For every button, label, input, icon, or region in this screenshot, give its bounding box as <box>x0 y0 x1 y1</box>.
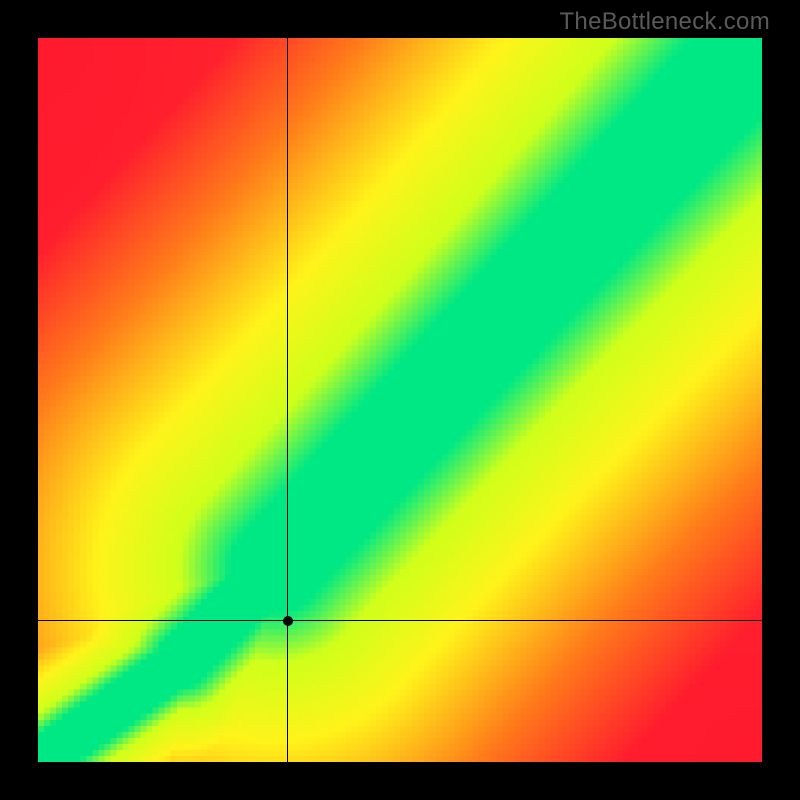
chart-frame: TheBottleneck.com <box>0 0 800 800</box>
crosshair-horizontal <box>38 620 762 621</box>
crosshair-marker <box>283 616 293 626</box>
crosshair-vertical <box>287 38 288 762</box>
watermark-text: TheBottleneck.com <box>559 8 770 36</box>
heatmap-plot <box>38 38 762 762</box>
heatmap-canvas <box>38 38 762 762</box>
